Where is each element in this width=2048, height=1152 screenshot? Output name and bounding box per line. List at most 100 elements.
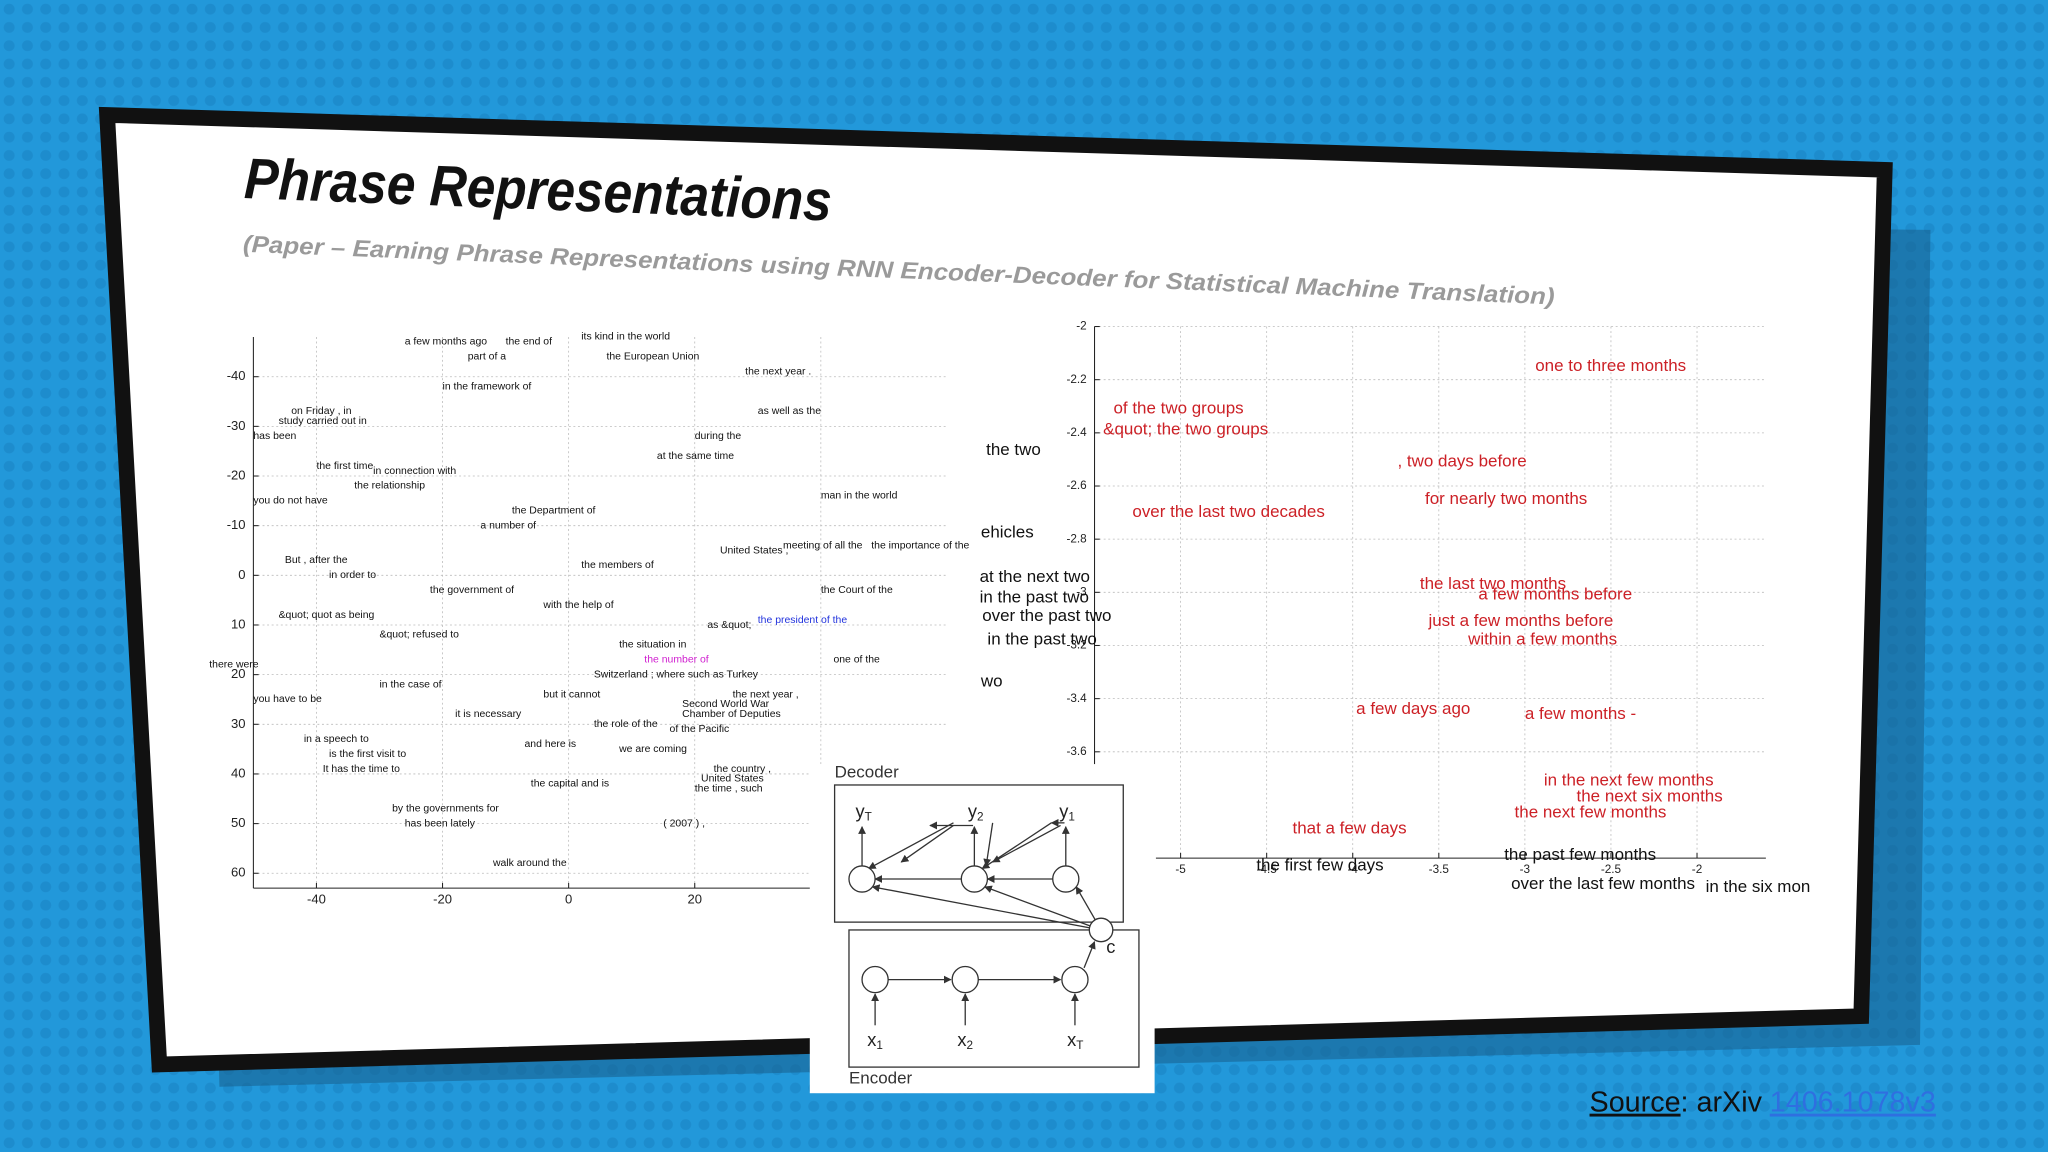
phrase-point: the end of — [506, 337, 553, 348]
phrase-point: with the help of — [542, 600, 613, 611]
y-tick-label: -30 — [227, 418, 246, 433]
context-link — [1083, 940, 1096, 969]
decoder-box — [833, 784, 1124, 923]
decoder-state — [848, 865, 876, 893]
phrase-point: of the Pacific — [670, 724, 730, 735]
x-tick-label: -20 — [433, 891, 452, 906]
input-label-base: x — [1067, 1029, 1076, 1050]
slide-frame — [98, 106, 1893, 1073]
x-tick-label: -5 — [1175, 863, 1186, 876]
phrase-point: it is necessary — [455, 709, 522, 720]
feedback-arrow — [983, 822, 994, 867]
phrase-point: and here is — [525, 739, 577, 750]
encoder-box — [848, 929, 1140, 1068]
phrase-point: in order to — [329, 570, 376, 581]
phrase-point: within a few months — [1467, 630, 1617, 649]
input-label: x2 — [957, 1029, 973, 1053]
y-tick-label: -2 — [1076, 320, 1086, 333]
overflow-label: wo — [980, 671, 1003, 690]
phrase-point: a few months - — [1525, 704, 1636, 723]
phrase-point: the Court of the — [821, 585, 893, 596]
phrase-point: as well as the — [758, 406, 821, 417]
phrase-point: meeting of all the — [783, 540, 863, 551]
phrase-point: Second World War — [682, 699, 770, 710]
source-line: Source: arXiv 1406.1078v3 — [1590, 1086, 1936, 1118]
y-tick-label: -2.6 — [1066, 479, 1087, 492]
feedback-arrow — [991, 824, 1061, 863]
decoder-label: Decoder — [835, 763, 899, 782]
x-tick-label: -40 — [307, 891, 326, 906]
output-label: y2 — [968, 800, 984, 824]
output-label-base: y — [968, 800, 978, 821]
y-tick-label: 10 — [231, 616, 246, 631]
phrase-point: at the same time — [657, 451, 734, 462]
phrase-point: &quot; quot as being — [279, 610, 375, 621]
x-tick-label: -3 — [1520, 863, 1531, 876]
phrase-point: just a few months before — [1427, 611, 1613, 630]
phrase-point: we are coming — [618, 744, 687, 755]
phrase-point: the first few days — [1256, 856, 1383, 875]
phrase-point: a few days ago — [1356, 699, 1470, 718]
phrase-point: the next few months — [1515, 802, 1667, 821]
input-label: xT — [1067, 1029, 1083, 1053]
output-label-base: y — [856, 800, 866, 821]
x-tick-label: -4.5 — [1257, 863, 1278, 876]
phrase-point: over the last two decades — [1132, 502, 1324, 521]
input-label: x1 — [867, 1029, 883, 1053]
phrase-point: one of the — [833, 655, 880, 666]
y-tick-label: -3 — [1076, 585, 1087, 598]
encoder-state — [951, 965, 979, 994]
output-label-sub: 1 — [1068, 811, 1075, 824]
y-tick-label: -20 — [227, 467, 246, 482]
phrase-point: over the last few months — [1511, 874, 1695, 893]
y-tick-label: 40 — [231, 765, 246, 780]
phrase-point: but it cannot — [543, 689, 600, 700]
input-label-sub: T — [1076, 1039, 1083, 1052]
phrase-point: a number of — [480, 520, 536, 531]
phrase-point: has been — [253, 431, 296, 442]
phrase-point: United States , — [720, 545, 788, 556]
phrase-point: in the next few months — [1544, 771, 1714, 790]
y-tick-label: 30 — [231, 716, 246, 731]
overflow-label: at the next two — [980, 567, 1090, 586]
phrase-point: a few months ago — [405, 337, 488, 348]
source-link[interactable]: 1406.1078v3 — [1770, 1086, 1936, 1118]
y-tick-label: -2.8 — [1066, 532, 1087, 545]
encoder-label: Encoder — [849, 1068, 913, 1087]
source-text: : arXiv — [1681, 1086, 1763, 1118]
phrase-point: the president of the — [758, 615, 848, 626]
phrase-point: in the case of — [379, 679, 441, 690]
y-tick-label: -3.4 — [1066, 692, 1087, 705]
phrase-point: of the two groups — [1113, 398, 1243, 417]
x-tick-label: -2.5 — [1601, 863, 1622, 876]
output-label-sub: 2 — [977, 811, 984, 824]
y-tick-label: 0 — [238, 567, 245, 582]
phrase-point: on Friday , in — [291, 406, 352, 417]
x-tick-label: -3.5 — [1429, 863, 1450, 876]
overflow-label: in the past two — [987, 629, 1096, 648]
phrase-point: United States — [701, 774, 764, 785]
feedback-arrow — [867, 822, 954, 870]
y-tick-label: 60 — [231, 865, 246, 880]
input-label-sub: 2 — [967, 1039, 974, 1052]
input-label-base: x — [867, 1029, 876, 1050]
phrase-point: study carried out in — [279, 416, 367, 427]
feedback-arrow — [900, 824, 954, 863]
phrase-point: that a few days — [1292, 818, 1406, 837]
phrase-point: the next year . — [745, 367, 811, 378]
overflow-label: ehicles — [981, 522, 1034, 541]
phrase-point: as &quot; — [707, 620, 751, 631]
y-tick-label: 50 — [231, 815, 246, 830]
phrase-point: one to three months — [1535, 356, 1686, 375]
phrase-point: the importance of the — [871, 540, 969, 551]
phrase-point: &quot; refused to — [379, 630, 459, 641]
overflow-label: in the past two — [980, 588, 1089, 607]
phrase-point: in the framework of — [443, 381, 532, 392]
x-tick-label: -2 — [1692, 863, 1702, 876]
phrase-point: the number of — [644, 655, 709, 666]
phrase-point: is the first visit to — [329, 749, 406, 760]
phrase-point: It has the time to — [323, 764, 400, 775]
phrase-point: in connection with — [373, 466, 456, 477]
output-label-sub: T — [865, 811, 872, 824]
